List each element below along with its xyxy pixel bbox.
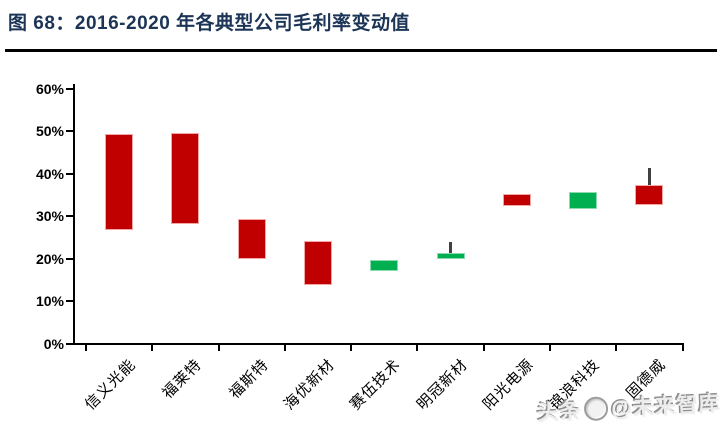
y-tick-mark [66,87,73,90]
x-tick-mark [84,342,87,351]
watermark-avatar-icon [582,396,609,422]
x-tick-mark [615,342,618,351]
candle-down-bar [303,240,332,285]
x-axis-label: 明冠新材 [413,355,471,413]
x-axis-label: 福莱特 [159,355,206,402]
x-tick-mark [151,342,154,351]
watermark-prefix: 头条 [536,399,582,425]
y-axis-label: 0% [43,335,64,352]
x-axis-line [73,342,684,345]
x-tick-mark [217,342,220,351]
candle-down-bar [502,194,531,206]
x-axis-label: 海优新材 [280,355,339,413]
candle-down-bar [105,134,134,230]
candle-up-bar [569,192,598,210]
title-underline [5,49,717,52]
candle-whisker [449,242,453,254]
y-tick-mark [66,257,73,260]
figure-title: 图 68：2016-2020 年各典型公司毛利率变动值 [8,13,411,34]
y-tick-mark [66,215,73,217]
y-tick-mark [66,130,73,132]
x-tick-mark [283,342,286,351]
x-axis-label: 赛伍技术 [347,355,405,413]
x-tick-mark [350,342,353,351]
candle-down-bar [237,219,266,259]
y-tick-mark [66,342,73,345]
y-axis-label: 10% [35,293,64,309]
y-axis-label: 30% [35,208,64,224]
x-tick-mark [416,342,419,351]
y-tick-mark [66,172,73,175]
candle-whisker [647,168,651,185]
x-axis-label: 阳光电源 [479,355,537,413]
y-axis-line [73,84,75,345]
y-axis-label: 40% [35,165,64,182]
y-axis-label: 50% [35,123,64,139]
y-axis-label: 20% [35,250,64,267]
x-tick-mark [549,342,551,351]
y-tick-mark [66,300,73,302]
watermark-handle: @未来智库 [610,392,721,421]
x-axis-label: 福斯特 [225,355,272,402]
y-axis-label: 60% [35,80,64,97]
candle-up-bar [436,253,465,260]
x-tick-mark [482,342,485,351]
x-axis-label: 信义光能 [81,355,140,413]
candle-down-bar [171,132,200,225]
candle-down-bar [635,184,664,205]
x-tick-mark [681,342,684,351]
candle-up-bar [370,259,399,271]
